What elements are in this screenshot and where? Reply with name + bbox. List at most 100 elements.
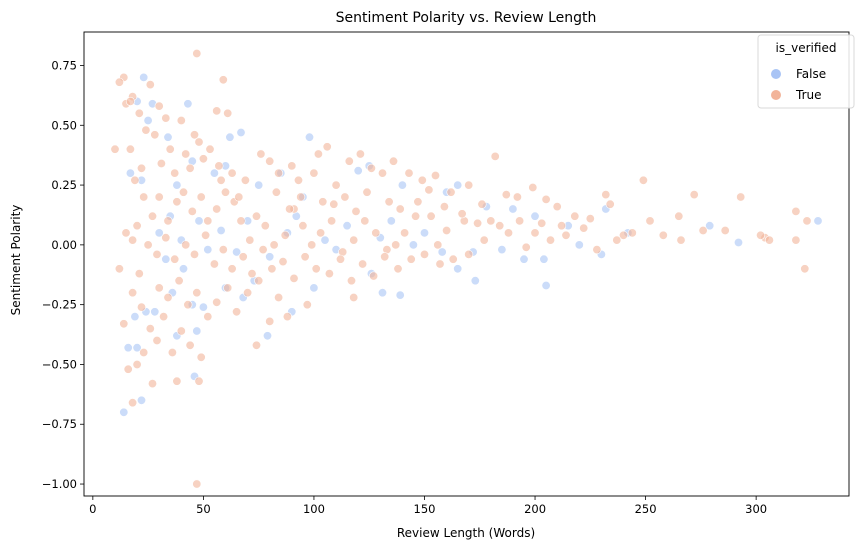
point-true-135 <box>258 245 268 255</box>
point-true-81 <box>545 235 555 245</box>
point-true-147 <box>393 264 403 274</box>
point-true-23 <box>130 175 140 185</box>
point-true-96 <box>349 235 359 245</box>
point-false-81 <box>119 407 129 417</box>
point-true-18 <box>141 125 151 135</box>
point-true-21 <box>181 149 191 159</box>
point-false-32 <box>154 228 164 238</box>
point-true-110 <box>221 187 231 197</box>
point-true-74 <box>800 264 810 274</box>
point-true-211 <box>561 230 571 240</box>
point-true-77 <box>618 230 628 240</box>
point-true-55 <box>512 192 522 202</box>
point-false-35 <box>194 216 204 226</box>
point-true-161 <box>232 307 242 317</box>
point-false-5 <box>163 132 173 142</box>
point-true-137 <box>278 257 288 267</box>
point-false-80 <box>395 290 405 300</box>
point-true-99 <box>316 228 326 238</box>
point-true-213 <box>627 228 637 238</box>
point-true-155 <box>174 276 184 286</box>
point-true-8 <box>125 96 135 106</box>
point-true-75 <box>791 235 801 245</box>
point-true-215 <box>756 230 766 240</box>
point-true-106 <box>252 211 262 221</box>
point-true-132 <box>227 264 237 274</box>
x-tick-label: 50 <box>196 502 211 516</box>
point-true-187 <box>265 316 275 326</box>
point-false-1 <box>183 99 193 109</box>
point-true-205 <box>439 202 449 212</box>
point-false-55 <box>519 254 529 264</box>
point-true-105 <box>260 221 270 231</box>
point-true-50 <box>446 187 456 197</box>
point-false-11 <box>172 180 182 190</box>
point-true-139 <box>300 252 310 262</box>
point-false-58 <box>574 240 584 250</box>
point-true-131 <box>218 245 228 255</box>
point-true-69 <box>736 192 746 202</box>
point-true-73 <box>802 216 812 226</box>
point-true-214 <box>658 230 668 240</box>
point-true-35 <box>287 161 297 171</box>
point-false-61 <box>130 312 140 322</box>
point-false-56 <box>539 254 549 264</box>
point-true-123 <box>143 240 153 250</box>
point-true-15 <box>223 108 233 118</box>
point-true-48 <box>424 185 434 195</box>
point-true-170 <box>145 324 155 334</box>
point-true-180 <box>139 347 149 357</box>
point-true-150 <box>435 259 445 269</box>
point-true-44 <box>377 168 387 178</box>
point-true-212 <box>579 223 589 233</box>
point-true-151 <box>448 254 458 264</box>
point-true-5 <box>145 80 155 90</box>
point-true-125 <box>161 233 171 243</box>
x-tick-label: 150 <box>414 502 436 516</box>
point-true-210 <box>537 218 547 228</box>
point-true-101 <box>298 221 308 231</box>
point-true-145 <box>369 271 379 281</box>
point-true-195 <box>296 192 306 202</box>
point-true-199 <box>351 206 361 216</box>
point-true-196 <box>318 197 328 207</box>
point-true-182 <box>172 376 182 386</box>
point-true-171 <box>152 335 162 345</box>
point-true-138 <box>289 273 299 283</box>
point-true-37 <box>309 168 319 178</box>
point-true-31 <box>240 175 250 185</box>
point-true-62 <box>605 199 615 209</box>
point-true-157 <box>192 288 202 298</box>
point-true-16 <box>194 137 204 147</box>
point-true-9 <box>134 108 144 118</box>
point-true-6 <box>110 144 120 154</box>
point-false-65 <box>150 307 160 317</box>
point-true-32 <box>256 149 266 159</box>
point-true-120 <box>139 192 149 202</box>
point-true-126 <box>170 254 180 264</box>
point-true-124 <box>152 249 162 259</box>
point-false-57 <box>541 280 551 290</box>
legend-marker-false <box>771 69 781 79</box>
point-false-83 <box>179 264 189 274</box>
point-false-77 <box>309 283 319 293</box>
point-true-45 <box>388 156 398 166</box>
point-false-54 <box>497 245 507 255</box>
point-true-26 <box>170 168 180 178</box>
point-true-42 <box>355 149 365 159</box>
point-true-149 <box>419 249 429 259</box>
point-true-100 <box>307 240 317 250</box>
y-axis: −1.00 −0.75 −0.50 −0.25 0.00 0.25 0.50 0.75 <box>42 58 84 491</box>
x-axis-label: Review Length (Words) <box>397 526 535 540</box>
point-true-76 <box>676 235 686 245</box>
point-true-85 <box>486 216 496 226</box>
point-true-114 <box>187 206 197 216</box>
point-false-36 <box>203 245 213 255</box>
point-false-30 <box>733 238 743 248</box>
point-false-13 <box>209 168 219 178</box>
point-true-200 <box>362 187 372 197</box>
point-false-79 <box>377 288 387 298</box>
point-false-43 <box>320 235 330 245</box>
point-true-33 <box>265 156 275 166</box>
point-true-177 <box>119 319 129 329</box>
